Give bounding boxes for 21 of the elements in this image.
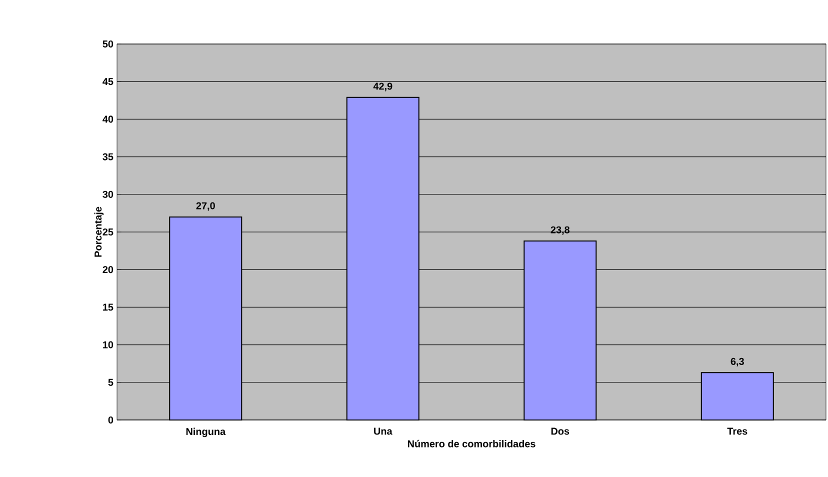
x-tick-label: Dos bbox=[551, 428, 570, 435]
y-tick-label: 35 bbox=[102, 153, 114, 160]
y-tick-label: 25 bbox=[102, 228, 114, 236]
data-label: 23,8 bbox=[550, 226, 570, 235]
y-tick-label: 40 bbox=[102, 116, 114, 123]
y-tick-label: 50 bbox=[102, 40, 114, 48]
y-tick-label: 0 bbox=[108, 416, 114, 424]
y-tick-label: 45 bbox=[102, 78, 114, 86]
x-tick-label: Tres bbox=[727, 428, 748, 435]
y-tick-label: 15 bbox=[103, 304, 114, 311]
y-tick-label: 10 bbox=[103, 341, 114, 348]
x-tick-label: Una bbox=[374, 428, 392, 435]
x-axis-title: Número de comorbilidades bbox=[408, 440, 536, 448]
y-tick-label: 20 bbox=[102, 266, 114, 274]
data-label: 27,0 bbox=[196, 202, 215, 211]
y-axis-title: Porcentaje bbox=[94, 206, 104, 257]
y-tick-label: 30 bbox=[102, 190, 114, 198]
x-tick-label: Ninguna bbox=[186, 428, 226, 438]
y-tick-label: 5 bbox=[108, 378, 114, 386]
data-label: 6,3 bbox=[730, 358, 744, 366]
data-label: 42,9 bbox=[373, 82, 392, 92]
